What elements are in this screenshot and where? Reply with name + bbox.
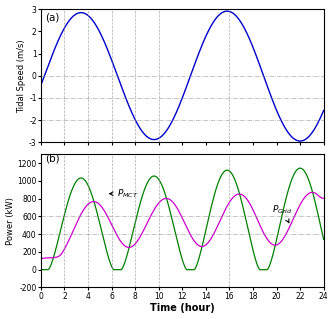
Y-axis label: Tidal Speed (m/s): Tidal Speed (m/s) [17, 39, 26, 113]
Text: $P_{Grid}$: $P_{Grid}$ [272, 203, 293, 223]
Text: (b): (b) [45, 153, 60, 163]
X-axis label: Time (hour): Time (hour) [150, 303, 215, 314]
Y-axis label: Power (kW): Power (kW) [6, 197, 15, 245]
Text: (a): (a) [45, 12, 59, 22]
Text: $P_{MCT}$: $P_{MCT}$ [110, 188, 139, 200]
